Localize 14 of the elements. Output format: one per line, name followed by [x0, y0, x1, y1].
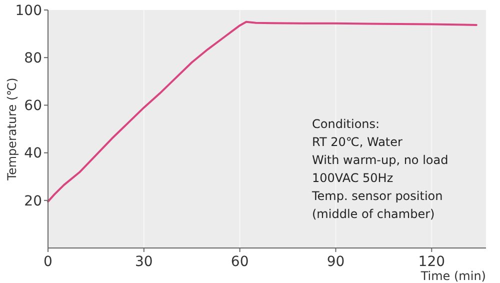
annotation: Conditions: RT 20℃, Water With warm-up, no load 100VAC 50Hz Temp. sensor position (middle of chamber)	[311, 117, 448, 221]
y-tick-label: 60	[24, 98, 42, 114]
x-tick-label: 30	[135, 254, 153, 270]
y-tick-label: 100	[15, 2, 42, 19]
x-tick-label: 60	[230, 254, 249, 270]
x-tick-label: 90	[326, 254, 345, 270]
y-axis-title: Temperature (℃)	[5, 78, 19, 182]
x-axis-title: Time (min)	[420, 269, 486, 283]
line-series	[47, 20, 478, 203]
y-tick-label: 20	[24, 193, 42, 210]
x-tick-label: 0	[44, 254, 52, 270]
x-tick-label: 120	[418, 254, 446, 270]
y-tick-label: 40	[24, 146, 42, 162]
y-tick-label: 80	[24, 50, 42, 66]
